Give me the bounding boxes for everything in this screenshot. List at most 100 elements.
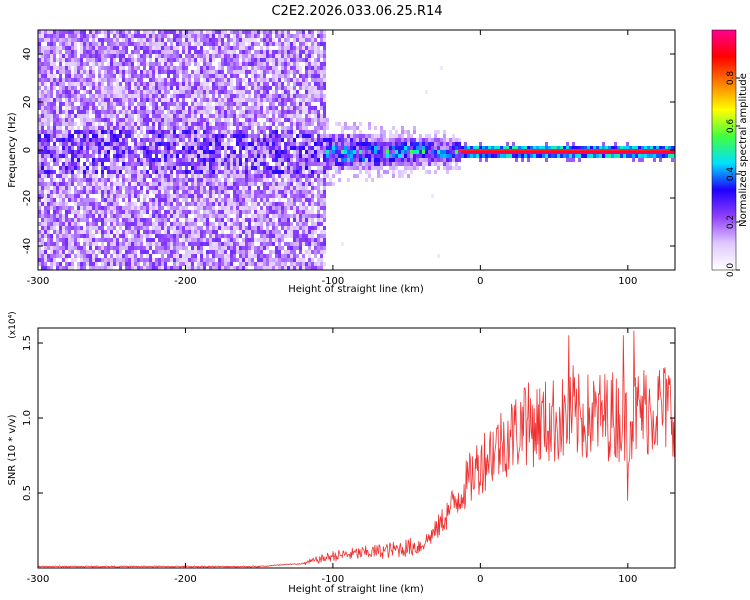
heatmap-cell [95,166,98,170]
heatmap-cell [152,94,155,98]
heatmap-cell [227,146,230,150]
heatmap-cell [74,190,77,194]
heatmap-cell [221,246,224,250]
heatmap-cell [149,262,152,266]
heatmap-cell [311,62,314,66]
heatmap-cell [65,222,68,226]
heatmap-cell [182,138,185,142]
heatmap-cell [215,202,218,206]
heatmap-cell [239,138,242,142]
heatmap-cell [296,58,299,62]
heatmap-cell [128,58,131,62]
heatmap-cell [248,142,251,146]
heatmap-cell [260,190,263,194]
heatmap-cell [44,82,47,86]
heatmap-cell [170,118,173,122]
heatmap-cell [239,230,242,234]
heatmap-cell [107,186,110,190]
heatmap-cell [170,250,173,254]
heatmap-cell [170,38,173,42]
heatmap-cell [203,42,206,46]
heatmap-cell [206,226,209,230]
heatmap-cell [263,246,266,250]
heatmap-cell [266,162,269,166]
heatmap-cell [68,254,71,258]
heatmap-cell [134,126,137,130]
heatmap-cell [131,50,134,54]
heatmap-cell [251,38,254,42]
heatmap-cell [44,54,47,58]
heatmap-cell [233,186,236,190]
heatmap-cell [317,70,320,74]
heatmap-cell [173,242,176,246]
heatmap-cell [287,162,290,166]
heatmap-cell [38,178,41,182]
heatmap-cell [59,150,62,154]
heatmap-cell [140,110,143,114]
heatmap-cell [218,122,221,126]
heatmap-cell [44,202,47,206]
heatmap-cell [128,94,131,98]
heatmap-cell [290,186,293,190]
heatmap-cell [218,78,221,82]
heatmap-cell [80,82,83,86]
heatmap-cell [128,250,131,254]
heatmap-cell [89,186,92,190]
heatmap-cell [206,82,209,86]
heatmap-cell [137,170,140,174]
heatmap-cell [104,150,107,154]
heatmap-cell [260,222,263,226]
heatmap-cell [299,102,302,106]
heatmap-cell [107,66,110,70]
heatmap-cell [260,54,263,58]
heatmap-cell [242,146,245,150]
heatmap-cell [308,34,311,38]
heatmap-cell [143,110,146,114]
heatmap-cell [305,150,308,154]
heatmap-cell [206,42,209,46]
heatmap-cell [233,38,236,42]
heatmap-cell [263,174,266,178]
heatmap-cell [200,262,203,266]
heatmap-cell [164,130,167,134]
heatmap-cell [44,38,47,42]
heatmap-cell [170,206,173,210]
heatmap-cell [62,246,65,250]
heatmap-cell [158,82,161,86]
heatmap-cell [302,122,305,126]
heatmap-cell [245,110,248,114]
heatmap-cell [116,118,119,122]
heatmap-cell [155,154,158,158]
heatmap-cell [197,250,200,254]
heatmap-cell [314,222,317,226]
heatmap-cell [287,130,290,134]
heatmap-cell [176,142,179,146]
heatmap-cell [50,106,53,110]
heatmap-cell [146,218,149,222]
heatmap-cell [257,150,260,154]
heatmap-cell [80,250,83,254]
heatmap-cell [311,130,314,134]
heatmap-cell [272,218,275,222]
heatmap-cell [239,210,242,214]
heatmap-cell [167,74,170,78]
heatmap-cell [173,138,176,142]
heatmap-cell [284,230,287,234]
heatmap-cell [293,38,296,42]
heatmap-cell [194,150,197,154]
heatmap-cell [230,174,233,178]
heatmap-cell [218,254,221,258]
heatmap-cell [278,138,281,142]
heatmap-cell [293,34,296,38]
heatmap-cell [239,90,242,94]
heatmap-cell [272,78,275,82]
heatmap-cell [128,198,131,202]
heatmap-cell [92,242,95,246]
heatmap-cell [173,222,176,226]
heatmap-cell [71,266,74,270]
heatmap-cell [134,94,137,98]
heatmap-cell [77,82,80,86]
heatmap-cell [185,210,188,214]
heatmap-cell [131,210,134,214]
heatmap-cell [296,162,299,166]
